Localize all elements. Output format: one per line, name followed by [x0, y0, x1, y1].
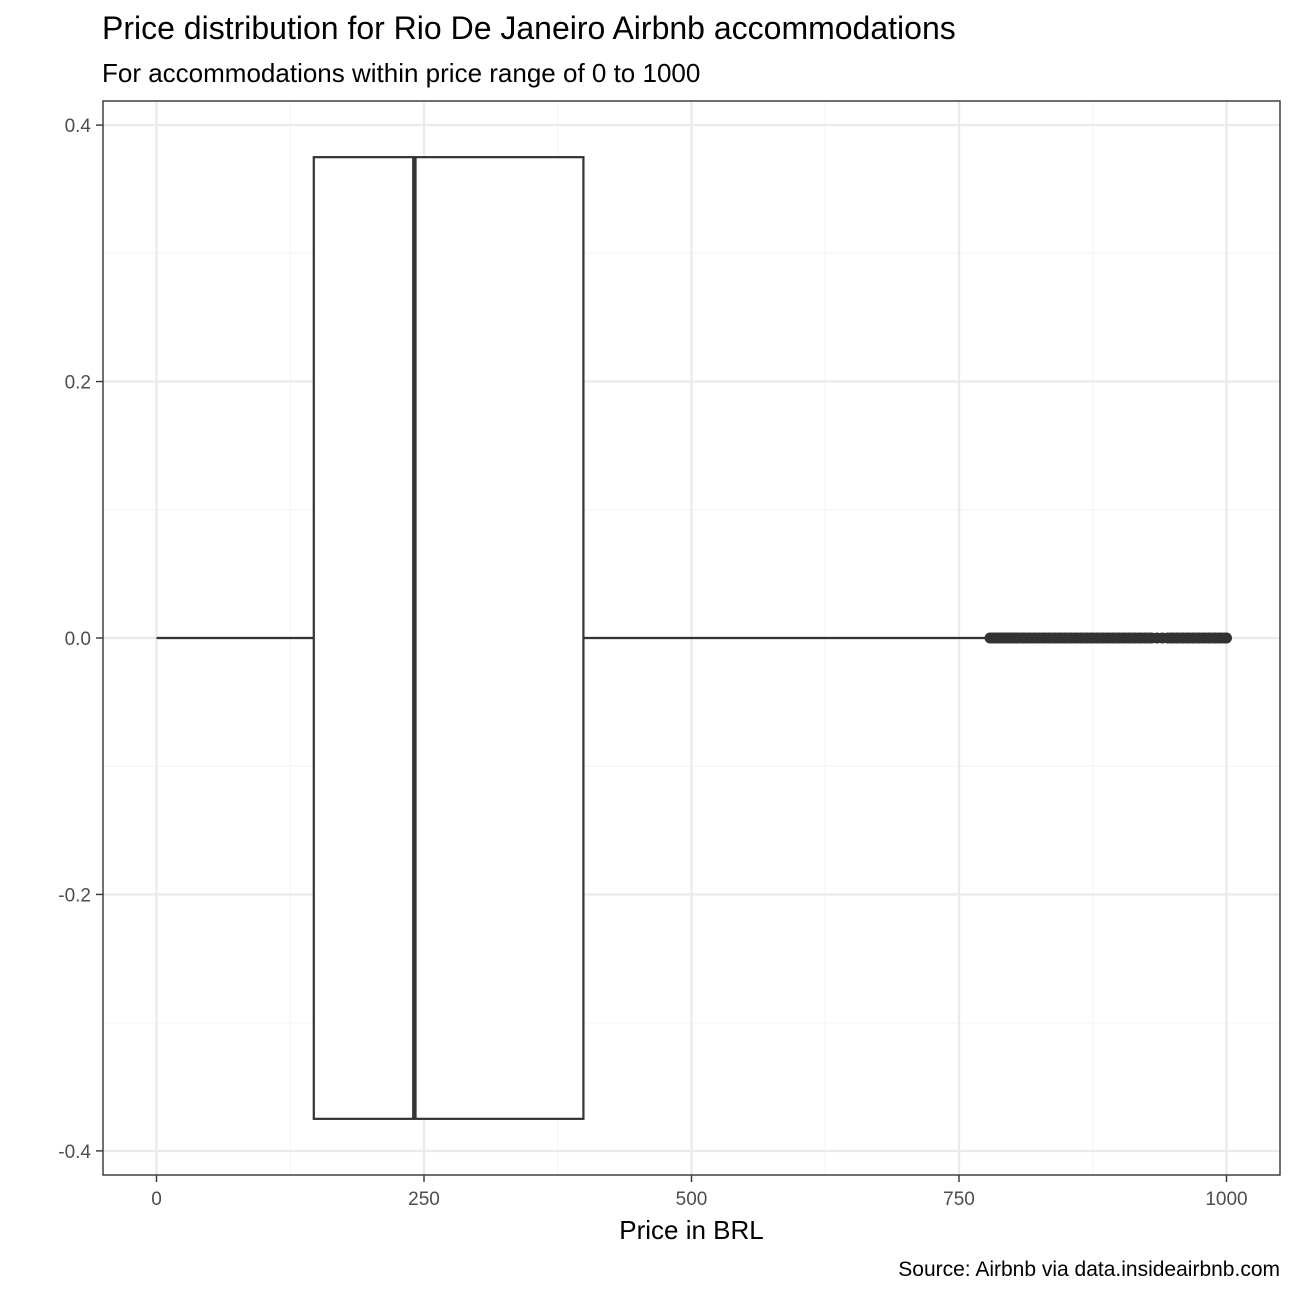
chart-subtitle: For accommodations within price range of… — [102, 58, 701, 88]
y-tick-label: 0.2 — [65, 373, 91, 394]
x-tick-label: 0 — [151, 1189, 162, 1210]
x-tick-label: 250 — [408, 1189, 440, 1210]
chart-caption: Source: Airbnb via data.insideairbnb.com — [898, 1258, 1280, 1281]
y-tick-label: -0.2 — [58, 885, 91, 906]
axes: 0 250 500 750 1000 -0.4 -0.2 0.0 0.2 0.4 — [58, 116, 1247, 1210]
chart-title: Price distribution for Rio De Janeiro Ai… — [102, 10, 956, 46]
interquartile-box — [312, 156, 585, 1120]
x-tick-label: 500 — [676, 1189, 708, 1210]
y-tick-label: -0.4 — [58, 1142, 91, 1163]
y-tick-label: 0.4 — [65, 116, 92, 137]
boxplot — [156, 156, 987, 1120]
y-tick-label: 0.0 — [65, 629, 91, 650]
outlier-point — [1221, 632, 1232, 644]
x-tick-label: 1000 — [1205, 1189, 1247, 1210]
x-tick-label: 750 — [943, 1189, 975, 1210]
x-axis-title: Price in BRL — [619, 1215, 764, 1245]
outlier-points — [984, 632, 1232, 644]
